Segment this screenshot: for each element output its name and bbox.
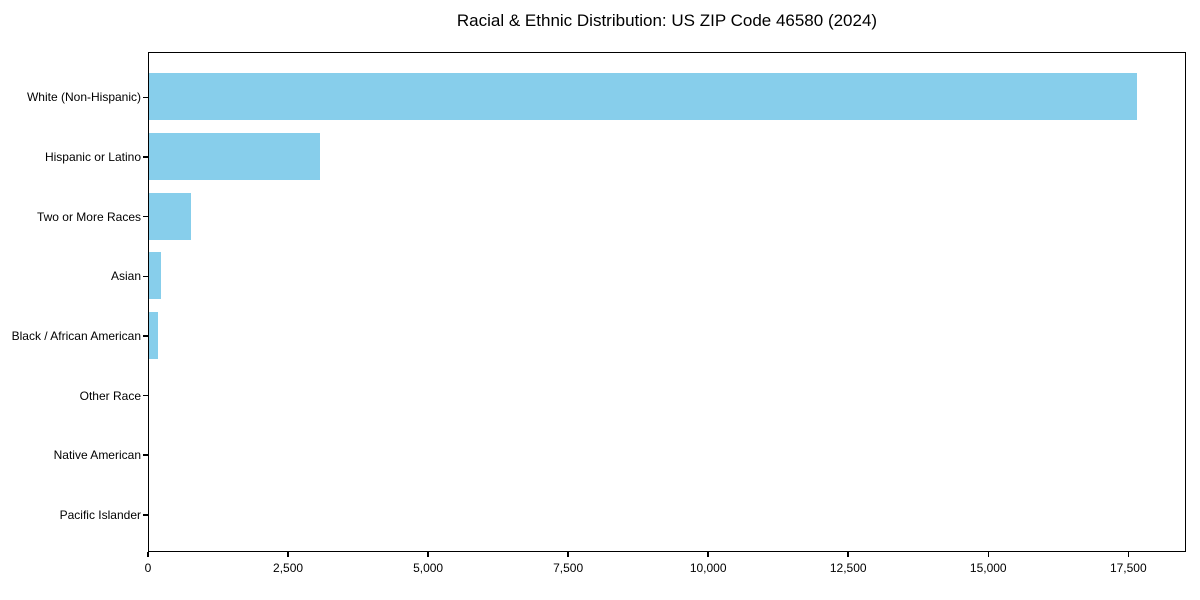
y-axis-tick [143,514,148,516]
y-axis-tick [143,335,148,337]
bar-two-or-more-races [149,192,192,240]
x-tick-label: 0 [144,561,152,575]
x-axis-tick [567,552,569,557]
y-tick-label: Native American [53,448,141,463]
x-tick-label: 15,000 [969,561,1007,575]
chart-title: Racial & Ethnic Distribution: US ZIP Cod… [456,11,878,30]
x-tick-label: 7,500 [553,561,584,575]
y-axis-tick [143,156,148,158]
y-tick-label: Two or More Races [36,209,141,224]
y-axis-tick [143,454,148,456]
x-tick-label: 2,500 [273,561,304,575]
y-tick-label: Hispanic or Latino [44,149,141,164]
y-axis-tick [143,394,148,397]
x-tick-label: 5,000 [413,561,444,575]
y-axis-tick [143,215,148,218]
plot-area [148,52,1186,552]
y-axis-tick [143,96,148,99]
y-axis-tick [143,275,148,277]
bar-hispanic-or-latino [149,132,320,180]
y-tick-label: White (Non-Hispanic) [26,90,141,105]
y-tick-label: Black / African American [11,328,141,343]
y-tick-label: Other Race [79,388,141,403]
x-axis-tick [287,552,289,557]
x-tick-label: 10,000 [689,561,727,575]
y-tick-label: Pacific Islander [59,507,141,522]
x-axis-tick [847,552,849,557]
x-axis-tick [1127,552,1130,557]
x-axis-tick [707,552,709,557]
bar-asian [149,252,162,300]
bar-black-african-american [149,311,158,359]
y-tick-label: Asian [110,269,141,284]
x-tick-label: 17,500 [1109,561,1147,575]
x-axis-tick [987,552,989,557]
x-tick-label: 12,500 [829,561,867,575]
bar-white-non-hispanic [149,73,1138,121]
x-axis-tick [427,552,429,557]
x-axis-tick [147,552,149,557]
